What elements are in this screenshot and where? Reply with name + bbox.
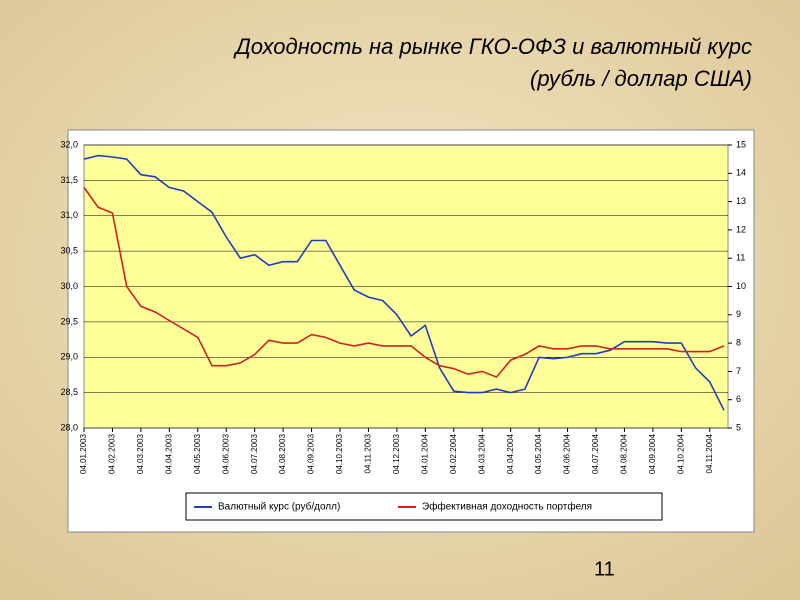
y2-tick-label: 10 [736,281,746,291]
y2-tick-label: 8 [736,337,741,347]
y2-tick-label: 9 [736,309,741,319]
x-tick-label: 04.12.2003 [392,433,401,474]
slide-number: 11 [594,558,615,580]
x-tick-label: 04.05.2003 [193,433,202,474]
y-tick-label: 28,0 [60,422,78,432]
x-tick-label: 04.11.2003 [364,433,373,473]
series-line [83,154,725,411]
x-tick-label: 04.07.2003 [250,433,259,474]
x-tick-label: 04.06.2003 [221,433,230,474]
x-tick-label: 04.03.2004 [477,433,486,474]
y-tick-label: 28,5 [60,387,78,397]
x-tick-label: 04.10.2003 [335,433,344,474]
x-tick-label: 04.11.2004 [705,433,714,473]
x-tick-label: 04.09.2004 [648,433,657,474]
x-tick-label: 04.09.2003 [307,433,316,474]
x-tick-label: 04.02.2003 [108,433,117,474]
y2-tick-label: 11 [736,253,745,263]
y-tick-label: 30,0 [60,281,78,291]
y2-tick-label: 12 [736,224,746,234]
x-tick-label: 04.08.2004 [620,433,629,474]
x-tick-label: 04.10.2004 [676,433,685,474]
subtitle: (рубль / доллар США) [530,66,752,91]
x-tick-label: 04.01.2004 [420,433,429,474]
y2-tick-label: 7 [736,366,741,376]
y-tick-label: 32,0 [60,139,78,149]
x-tick-label: 04.02.2004 [449,433,458,474]
x-tick-label: 04.08.2003 [278,433,287,474]
series-line [83,187,725,379]
x-tick-label: 04.07.2004 [591,433,600,474]
x-tick-label: 04.01.2003 [79,433,88,474]
x-tick-label: 04.04.2004 [506,433,515,474]
x-tick-label: 04.03.2003 [136,433,145,474]
legend-label: Эффективная доходность портфеля [422,501,592,513]
x-tick-label: 04.04.2003 [164,433,173,474]
x-tick-label: 04.05.2004 [534,433,543,474]
legend [185,492,663,521]
y2-tick-label: 5 [736,422,741,432]
y2-tick-label: 6 [736,394,741,404]
title: Доходность на рынке ГКО-ОФЗ и валютный к… [232,34,752,59]
y-tick-label: 31,5 [60,175,78,185]
y-tick-label: 29,0 [60,352,78,362]
y-tick-label: 30,5 [60,246,78,256]
x-tick-label: 04.06.2004 [563,433,572,474]
y-tick-label: 31,0 [60,210,78,220]
y2-tick-label: 15 [736,139,746,149]
y2-tick-label: 14 [736,168,746,178]
legend-label: Валютный курс (руб/долл) [218,501,340,513]
y-tick-label: 29,5 [60,316,78,326]
y2-tick-label: 13 [736,196,746,206]
